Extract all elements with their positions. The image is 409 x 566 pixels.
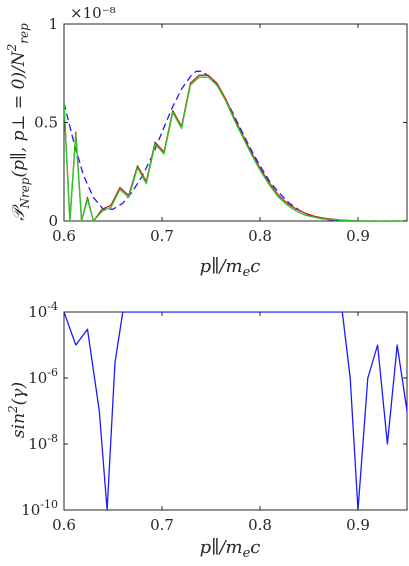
top-y-tick-label: 1 xyxy=(48,15,58,33)
top-x-tick-label: 0.7 xyxy=(150,227,174,245)
top-x-tick-label: 0.6 xyxy=(52,227,76,245)
top-y-tick-label: 0.5 xyxy=(34,114,58,132)
top-panel: 0.6 0.7 0.8 0.9 0 0.5 1 ×10⁻⁸ p∥/mec 𝒫Nrep(p∥,… xyxy=(5,4,408,280)
top-series-layer xyxy=(64,70,407,221)
bottom-x-tick-label: 0.8 xyxy=(248,516,272,534)
bottom-x-tick-label: 0.7 xyxy=(150,516,174,534)
bottom-x-tick-label: 0.6 xyxy=(52,516,76,534)
bottom-x-axis-label: p∥/mec xyxy=(200,537,261,561)
top-ticks-layer: 0.6 0.7 0.8 0.9 0 0.5 1 xyxy=(34,15,407,245)
bottom-ticks-layer: 0.6 0.7 0.8 0.9 10-10 10-8 10-6 10-4 xyxy=(21,300,407,534)
bottom-plot-area xyxy=(63,311,408,511)
top-y-axis-label: 𝒫Nrep(p∥, p⊥ = 0)/N2rep xyxy=(5,23,32,221)
bottom-series-layer xyxy=(64,312,407,510)
top-y-tick-label: 0 xyxy=(48,212,58,230)
top-x-tick-label: 0.9 xyxy=(346,227,370,245)
bottom-y-tick-label: 10-10 xyxy=(21,498,58,519)
bottom-y-tick-label: 10-4 xyxy=(28,300,58,321)
top-x-axis-label: p∥/mec xyxy=(200,256,261,280)
bottom-panel: 0.6 0.7 0.8 0.9 10-10 10-8 10-6 10-4 p∥/mec sin… xyxy=(6,300,408,561)
bottom-y-tick-label: 10-8 xyxy=(28,432,58,453)
bottom-x-tick-label: 0.9 xyxy=(346,516,370,534)
bottom-series-0-line xyxy=(64,312,407,510)
top-series-2-line xyxy=(64,76,407,221)
bottom-y-axis-label: sin2(γ) xyxy=(6,382,29,438)
top-y-multiplier: ×10⁻⁸ xyxy=(70,4,116,22)
top-x-tick-label: 0.8 xyxy=(248,227,272,245)
top-series-1-line xyxy=(64,74,407,221)
bottom-y-tick-label: 10-6 xyxy=(28,366,58,387)
